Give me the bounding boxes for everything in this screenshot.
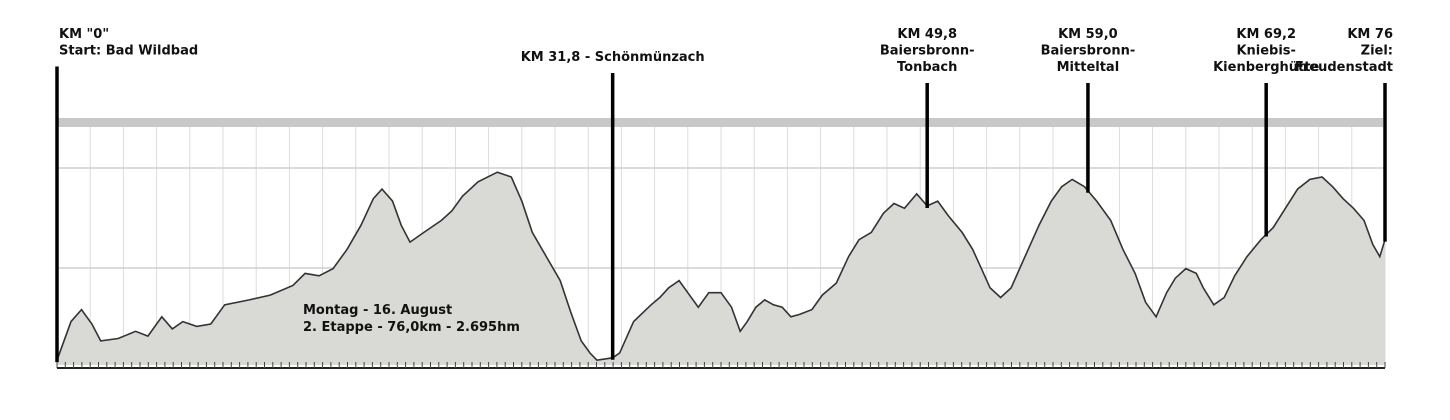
km-marker-label: KM 69,2 <box>1236 27 1296 42</box>
km-marker-label: Ziel: <box>1361 44 1393 59</box>
elevation-line <box>56 171 1386 362</box>
km-marker-label: KM 59,0 <box>1058 27 1118 42</box>
km-marker-label: Tonbach <box>897 60 957 75</box>
elevation-area <box>57 172 1385 365</box>
top-band <box>57 118 1383 127</box>
date-annotation: Montag - 16. August <box>303 303 452 318</box>
km-marker-label: Freudenstadt <box>1295 60 1393 75</box>
x-axis-ticks <box>56 362 1386 368</box>
km-marker-label: KM "0" <box>59 27 109 42</box>
km-marker-label: Kienberghütte <box>1213 60 1319 75</box>
km-marker-label: KM 31,8 - Schönmünzach <box>521 50 705 65</box>
km-marker-label: Mitteltal <box>1057 60 1120 75</box>
km-marker-label: KM 49,8 <box>897 27 957 42</box>
km-marker-label: Baiersbronn- <box>880 44 975 59</box>
km-marker-label: Kniebis- <box>1236 44 1296 59</box>
stage-annotation: 2. Etappe - 76,0km - 2.695hm <box>303 320 520 335</box>
km-marker-label: KM 76 <box>1347 27 1393 42</box>
km-marker-label: Baiersbronn- <box>1041 44 1136 59</box>
km-marker-label: Start: Bad Wildbad <box>59 44 198 59</box>
km-markers: KM "0" Start: Bad Wildbad KM 31,8 - Schönm… <box>55 27 1393 363</box>
